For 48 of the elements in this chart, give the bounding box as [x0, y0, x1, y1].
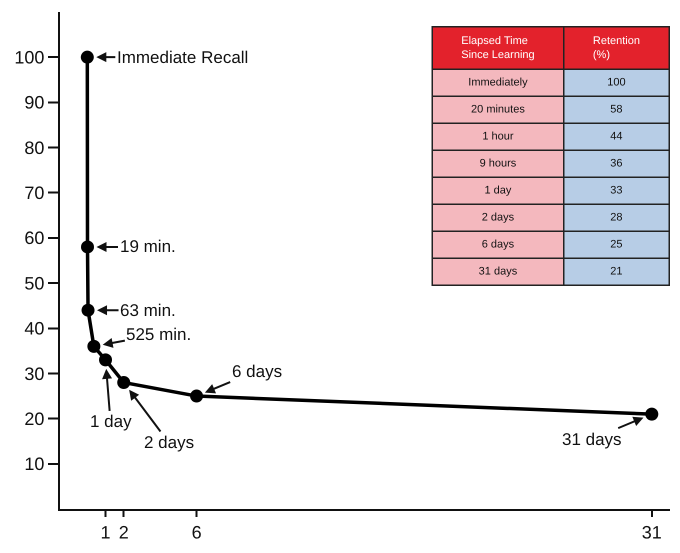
category-label: 31 days: [478, 265, 518, 278]
y-tick-label: 70: [24, 183, 44, 204]
y-tick-label: 30: [24, 364, 44, 384]
y-tick-label: 20: [24, 408, 44, 429]
data-label: 25: [610, 238, 623, 250]
annotation: Retention (%): [592, 34, 640, 62]
x-tick-label: 1: [100, 522, 111, 543]
data-label: 58: [610, 103, 623, 116]
data-label: 36: [610, 157, 623, 170]
category-label: 20 minutes: [471, 103, 526, 116]
data-label: 33: [610, 184, 623, 196]
y-tick-label: 90: [24, 92, 44, 113]
category-label: 9 hours: [480, 157, 517, 170]
annotation: 31 days: [562, 430, 622, 449]
y-tick-label: 50: [24, 273, 44, 294]
data-label: 44: [610, 130, 623, 142]
data-label: 100: [607, 76, 626, 88]
annotation: 525 min.: [126, 325, 192, 344]
annotation: 19 min.: [120, 237, 176, 256]
point: [87, 340, 100, 353]
annotation: Elapsed Time Since Learning: [461, 34, 535, 62]
y-tick-label: 60: [24, 228, 44, 248]
point: [81, 240, 94, 254]
point: [82, 304, 95, 317]
y-tick-label: 100: [14, 47, 44, 68]
data-label: 28: [610, 211, 623, 224]
annotation: 63 min.: [120, 301, 176, 320]
category-label: 1 day: [484, 184, 512, 196]
annotation: 1 day: [90, 412, 132, 431]
annotation: Immediate Recall: [117, 48, 248, 67]
x-tick-label: 6: [192, 522, 202, 543]
point: [645, 408, 658, 421]
category-label: Immediately: [468, 76, 528, 88]
category-label: 1 hour: [482, 130, 514, 142]
y-tick-label: 80: [24, 138, 44, 158]
annotation: 2 days: [144, 433, 194, 452]
y-tick-label: 10: [24, 454, 44, 474]
category-label: 6 days: [482, 238, 515, 250]
y-tick-label: 40: [24, 318, 44, 339]
point: [117, 376, 130, 389]
point: [190, 390, 204, 403]
point: [80, 50, 94, 64]
data-label: 21: [610, 265, 623, 278]
category-label: 2 days: [482, 211, 515, 224]
x-tick-label: 31: [642, 522, 662, 543]
x-tick-label: 2: [118, 522, 129, 543]
point: [99, 353, 112, 366]
annotation: 6 days: [232, 362, 282, 381]
